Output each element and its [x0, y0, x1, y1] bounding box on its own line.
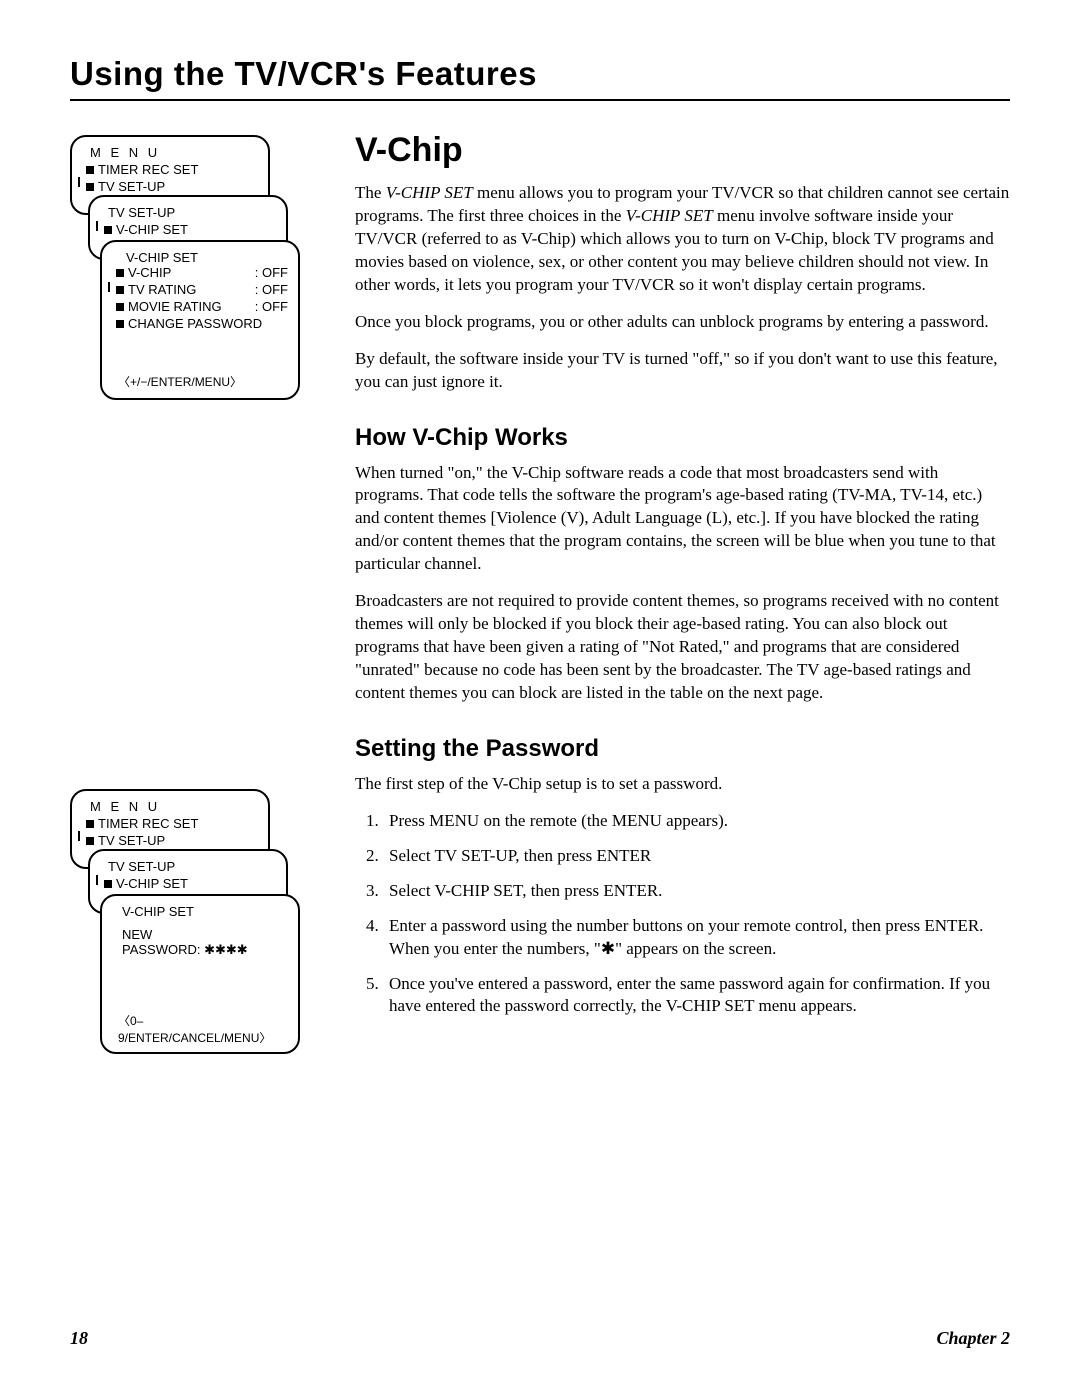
menu-diagram-1: M E N U TIMER REC SET TV SET-UP TV SET-U… — [70, 135, 300, 415]
menu1-p3-tvrating-l: TV RATING — [128, 282, 196, 299]
step-3: Select V-CHIP SET, then press ENTER. — [383, 880, 1010, 903]
menu1-row-timer: TIMER REC SET — [98, 162, 198, 179]
menu1-p3-movie-l: MOVIE RATING — [128, 299, 222, 316]
menu2-hint: 〈0–9/ENTER/CANCEL/MENU〉 — [112, 1012, 288, 1046]
step-5: Once you've entered a password, enter th… — [383, 973, 1010, 1019]
setpw-heading: Setting the Password — [355, 735, 1010, 763]
menu2-p2-title: TV SET-UP — [108, 859, 175, 876]
menu1-p3-tvrating-r: : OFF — [255, 282, 288, 299]
setpw-steps: Press MENU on the remote (the MENU appea… — [355, 810, 1010, 1019]
menu1-p3-vchip-l: V-CHIP — [128, 265, 171, 282]
section-title: V-Chip — [355, 131, 1010, 170]
menu1-hint: 〈+/−/ENTER/MENU〉 — [112, 373, 288, 390]
how-p2: Broadcasters are not required to provide… — [355, 590, 1010, 705]
menu2-row-timer: TIMER REC SET — [98, 816, 198, 833]
menu2-p3-title: V-CHIP SET — [112, 904, 288, 919]
menu1-p3-movie-r: : OFF — [255, 299, 288, 316]
right-column: V-Chip The V-CHIP SET menu allows you to… — [355, 131, 1010, 1069]
menu2-p3-new: NEW — [112, 927, 288, 942]
intro-p1: The V-CHIP SET menu allows you to progra… — [355, 182, 1010, 297]
step-2: Select TV SET-UP, then press ENTER — [383, 845, 1010, 868]
menu2-p3-password: PASSWORD: ✱✱✱✱ — [112, 942, 288, 958]
menu1-title: M E N U — [82, 145, 258, 160]
how-heading: How V-Chip Works — [355, 424, 1010, 452]
intro-p3: By default, the software inside your TV … — [355, 348, 1010, 394]
step-4: Enter a password using the number button… — [383, 915, 1010, 961]
how-p1: When turned "on," the V-Chip software re… — [355, 462, 1010, 577]
menu2-title: M E N U — [82, 799, 258, 814]
menu1-p3-vchip-r: : OFF — [255, 265, 288, 282]
menu1-p2-title: TV SET-UP — [108, 205, 175, 222]
step-1: Press MENU on the remote (the MENU appea… — [383, 810, 1010, 833]
intro-p2: Once you block programs, you or other ad… — [355, 311, 1010, 334]
chapter-label: Chapter 2 — [936, 1328, 1010, 1349]
page-footer: 18 Chapter 2 — [70, 1328, 1010, 1349]
header-rule — [70, 99, 1010, 101]
menu1-row-tvsetup: TV SET-UP — [98, 179, 165, 196]
menu1-p2-vchipset: V-CHIP SET — [116, 222, 188, 239]
left-column: M E N U TIMER REC SET TV SET-UP TV SET-U… — [70, 131, 335, 1069]
page-header: Using the TV/VCR's Features — [70, 55, 1010, 93]
page-number: 18 — [70, 1328, 88, 1349]
menu2-p2-vchipset: V-CHIP SET — [116, 876, 188, 893]
menu-diagram-2: M E N U TIMER REC SET TV SET-UP TV SET-U… — [70, 789, 300, 1069]
menu1-p3-changepw: CHANGE PASSWORD — [128, 316, 262, 333]
menu1-p3-title: V-CHIP SET — [112, 250, 288, 265]
menu2-row-tvsetup: TV SET-UP — [98, 833, 165, 850]
setpw-intro: The first step of the V-Chip setup is to… — [355, 773, 1010, 796]
